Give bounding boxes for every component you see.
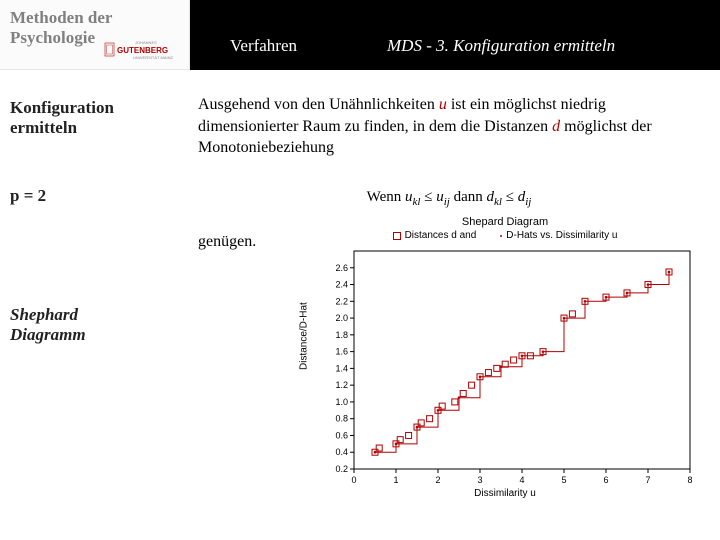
legend-dhats-label: D-Hats vs. Dissimilarity u: [506, 230, 617, 241]
sidebar: Konfiguration ermitteln p = 2 Shephard D…: [0, 70, 190, 540]
svg-text:1.0: 1.0: [335, 397, 348, 407]
svg-text:1.6: 1.6: [335, 347, 348, 357]
site-title-line1: Methoden der: [10, 8, 112, 27]
sidebar-heading-3-l2: Diagramm: [10, 325, 86, 344]
svg-text:0.4: 0.4: [335, 447, 348, 457]
svg-text:GUTENBERG: GUTENBERG: [117, 46, 168, 55]
para-pre: Ausgehend von den Unähnlichkeiten: [198, 96, 439, 113]
shepard-chart: Shepard Diagram Distances d and D-Hats v…: [300, 216, 710, 526]
legend-distances-icon: [393, 232, 401, 240]
svg-text:2: 2: [435, 475, 440, 485]
chart-xlabel: Dissimilarity u: [474, 488, 536, 499]
sidebar-heading-2: p = 2: [10, 186, 180, 206]
site-title-line2: Psychologie: [10, 28, 95, 47]
legend-distances: Distances d and: [393, 230, 477, 241]
formula-le1: ≤: [420, 189, 436, 205]
legend-dhats-icon: [500, 235, 502, 237]
site-title-box: Methoden der Psychologie JOHANNES GUTENB…: [0, 0, 190, 70]
svg-text:5: 5: [561, 475, 566, 485]
formula-sub-ij2: ij: [525, 196, 531, 208]
intro-paragraph: Ausgehend von den Unähnlichkeiten u ist …: [198, 94, 700, 159]
svg-text:7: 7: [645, 475, 650, 485]
formula-u1: u: [405, 189, 413, 205]
formula-u2: u: [436, 189, 444, 205]
svg-text:6: 6: [603, 475, 608, 485]
legend-dhats: D-Hats vs. Dissimilarity u: [500, 230, 617, 241]
svg-text:4: 4: [519, 475, 524, 485]
svg-text:0.2: 0.2: [335, 464, 348, 474]
chart-plot-area: 0.2 0.4 0.6 0.8 1.0 1.2 1.4 1.6 1.8 2.0 2.2 2.4 2.6 0…: [310, 245, 700, 495]
variable-d: d: [552, 118, 560, 135]
svg-text:1.4: 1.4: [335, 363, 348, 373]
formula-le2: ≤: [502, 189, 518, 205]
formula-dann: dann: [450, 189, 487, 205]
svg-text:1: 1: [393, 475, 398, 485]
chart-title: Shepard Diagram: [300, 216, 710, 228]
formula-d1: d: [487, 189, 495, 205]
formula-wenn: Wenn: [367, 189, 405, 205]
chart-ylabel: Distance/D-Hat: [299, 302, 310, 370]
university-logo: JOHANNES GUTENBERG UNIVERSITÄT MAINZ: [103, 40, 179, 65]
svg-text:8: 8: [687, 475, 692, 485]
svg-text:0.8: 0.8: [335, 414, 348, 424]
svg-text:2.2: 2.2: [335, 296, 348, 306]
left-column: Methoden der Psychologie JOHANNES GUTENB…: [0, 0, 190, 540]
header-breadcrumb: MDS - 3. Konfiguration ermitteln: [387, 36, 615, 56]
svg-text:0: 0: [351, 475, 356, 485]
svg-text:UNIVERSITÄT MAINZ: UNIVERSITÄT MAINZ: [133, 55, 173, 60]
header-bar: Verfahren MDS - 3. Konfiguration ermitte…: [190, 0, 720, 70]
formula-sub-kl2: kl: [494, 196, 502, 208]
chart-legend: Distances d and D-Hats vs. Dissimilarity…: [300, 230, 710, 241]
svg-text:3: 3: [477, 475, 482, 485]
legend-distances-label: Distances d and: [405, 230, 477, 241]
svg-text:1.2: 1.2: [335, 380, 348, 390]
sidebar-heading-1-l1: Konfiguration: [10, 98, 114, 117]
sidebar-heading-3: Shephard Diagramm: [10, 305, 180, 346]
svg-text:1.8: 1.8: [335, 330, 348, 340]
sidebar-heading-1-l2: ermitteln: [10, 118, 77, 137]
svg-text:2.6: 2.6: [335, 263, 348, 273]
sidebar-heading-3-l1: Shephard: [10, 305, 78, 324]
svg-text:2.0: 2.0: [335, 313, 348, 323]
sidebar-heading-1: Konfiguration ermitteln: [10, 98, 180, 139]
svg-text:2.4: 2.4: [335, 280, 348, 290]
chart-svg: 0.2 0.4 0.6 0.8 1.0 1.2 1.4 1.6 1.8 2.0 2.2 2.4 2.6 0…: [310, 245, 700, 495]
svg-text:JOHANNES: JOHANNES: [135, 40, 157, 45]
header-section: Verfahren: [230, 36, 297, 56]
formula: Wenn ukl ≤ uij dann dkl ≤ dij: [198, 179, 700, 219]
svg-text:0.6: 0.6: [335, 430, 348, 440]
variable-u: u: [439, 96, 447, 113]
